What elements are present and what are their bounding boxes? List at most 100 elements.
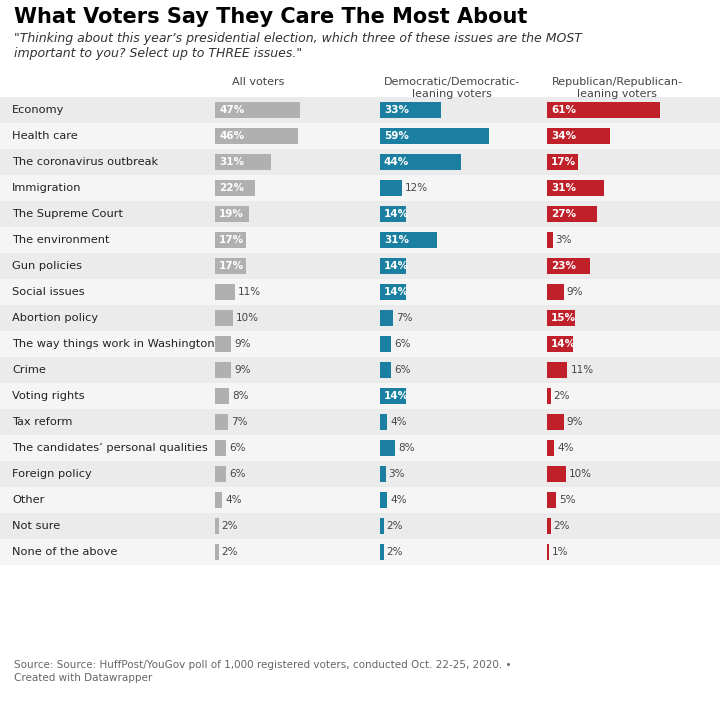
Text: 3%: 3%	[556, 235, 572, 245]
Bar	[380, 414, 387, 430]
Text: 9%: 9%	[567, 417, 583, 427]
Bar	[215, 492, 222, 508]
Bar	[547, 414, 564, 430]
Text: 5%: 5%	[559, 495, 576, 505]
Text: 31%: 31%	[551, 183, 576, 193]
Text: The coronavirus outbreak: The coronavirus outbreak	[12, 157, 158, 167]
Bar	[547, 544, 549, 560]
Bar	[215, 388, 230, 404]
Bar	[0, 331, 720, 357]
Bar	[215, 206, 249, 222]
Text: Voting rights: Voting rights	[12, 391, 85, 401]
Bar	[547, 388, 551, 404]
Bar	[547, 362, 567, 378]
Text: The candidates’ personal qualities: The candidates’ personal qualities	[12, 443, 208, 453]
Text: Tax reform: Tax reform	[12, 417, 73, 427]
Text: 23%: 23%	[551, 261, 576, 271]
Bar	[547, 284, 564, 300]
Bar	[380, 258, 406, 274]
Bar	[215, 466, 226, 482]
Text: Crime: Crime	[12, 365, 46, 375]
Bar	[215, 310, 233, 326]
Bar	[0, 487, 720, 513]
Text: 9%: 9%	[234, 339, 251, 349]
Text: Health care: Health care	[12, 131, 78, 141]
Bar	[215, 180, 255, 196]
Bar	[0, 435, 720, 461]
Text: 14%: 14%	[384, 209, 409, 219]
Text: 11%: 11%	[570, 365, 593, 375]
Text: 46%: 46%	[219, 131, 244, 141]
Bar	[380, 466, 385, 482]
Text: Republican/Republican-
leaning voters: Republican/Republican- leaning voters	[552, 77, 683, 99]
Text: Immigration: Immigration	[12, 183, 81, 193]
Bar	[0, 201, 720, 227]
Bar	[215, 414, 228, 430]
Text: 4%: 4%	[225, 495, 242, 505]
Bar	[380, 154, 462, 170]
Text: 14%: 14%	[384, 391, 409, 401]
Text: 9%: 9%	[234, 365, 251, 375]
Bar	[215, 102, 300, 118]
Text: 3%: 3%	[389, 469, 405, 479]
Text: 14%: 14%	[551, 339, 576, 349]
Bar	[380, 388, 406, 404]
Text: 22%: 22%	[219, 183, 244, 193]
Bar	[547, 206, 597, 222]
Bar	[0, 253, 720, 279]
Bar	[380, 284, 406, 300]
Text: 19%: 19%	[219, 209, 244, 219]
Text: "Thinking about this year’s presidential election, which three of these issues a: "Thinking about this year’s presidential…	[14, 32, 582, 60]
Bar	[380, 518, 384, 534]
Bar	[0, 305, 720, 331]
Text: 14%: 14%	[384, 287, 409, 297]
Text: 4%: 4%	[390, 417, 407, 427]
Bar	[0, 383, 720, 409]
Bar	[547, 258, 590, 274]
Text: Source: Source: HuffPost/YouGov poll of 1,000 registered voters, conducted Oct. : Source: Source: HuffPost/YouGov poll of …	[14, 660, 511, 683]
Bar	[215, 284, 235, 300]
Bar	[380, 102, 441, 118]
Bar	[215, 232, 246, 248]
Text: Other: Other	[12, 495, 45, 505]
Bar	[380, 440, 395, 456]
Text: 4%: 4%	[557, 443, 574, 453]
Bar	[380, 492, 387, 508]
Bar	[547, 180, 604, 196]
Text: None of the above: None of the above	[12, 547, 117, 557]
Bar	[547, 518, 551, 534]
Bar	[215, 362, 231, 378]
Bar	[215, 518, 219, 534]
Text: Abortion policy: Abortion policy	[12, 313, 98, 323]
Bar	[0, 409, 720, 435]
Bar	[547, 128, 610, 144]
Bar	[380, 336, 391, 352]
Bar	[380, 310, 393, 326]
Text: 47%: 47%	[219, 105, 244, 115]
Bar	[215, 440, 226, 456]
Text: 1%: 1%	[552, 547, 568, 557]
Text: 17%: 17%	[551, 157, 576, 167]
Bar	[547, 310, 575, 326]
Text: 14%: 14%	[384, 261, 409, 271]
Text: 10%: 10%	[236, 313, 259, 323]
Text: 11%: 11%	[238, 287, 261, 297]
Text: 6%: 6%	[229, 469, 246, 479]
Bar	[0, 461, 720, 487]
Bar	[0, 123, 720, 149]
Text: 2%: 2%	[387, 547, 403, 557]
Text: The Supreme Court: The Supreme Court	[12, 209, 123, 219]
Text: Not sure: Not sure	[12, 521, 60, 531]
Text: 2%: 2%	[554, 521, 570, 531]
Bar	[0, 149, 720, 175]
Bar	[0, 227, 720, 253]
Text: 17%: 17%	[219, 235, 244, 245]
Bar	[547, 492, 557, 508]
Text: 2%: 2%	[554, 391, 570, 401]
Bar	[380, 180, 402, 196]
Bar	[547, 102, 660, 118]
Bar	[215, 544, 219, 560]
Bar	[547, 154, 578, 170]
Bar	[0, 513, 720, 539]
Text: 6%: 6%	[229, 443, 246, 453]
